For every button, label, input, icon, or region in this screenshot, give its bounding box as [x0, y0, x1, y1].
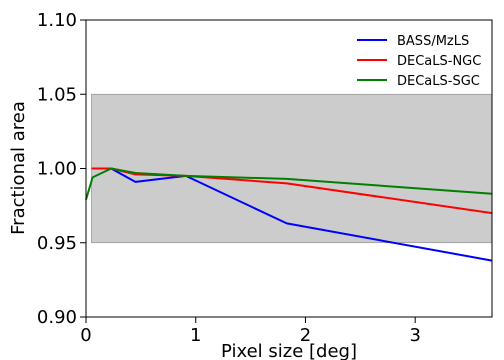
x-tick-label: 3: [409, 325, 420, 346]
x-tick-label: 0: [80, 325, 91, 346]
tick-layer: 0 1 2 3 0.90 0.95 1.00 1.05 1.10: [37, 10, 421, 346]
x-tick-label: 1: [190, 325, 201, 346]
y-tick-label: 1.05: [37, 84, 77, 105]
shaded-band: [91, 93, 493, 244]
x-axis-label: Pixel size [deg]: [221, 341, 357, 360]
series-line-decals-sgc: [85, 167, 493, 200]
legend-label: BASS/MzLS: [397, 34, 469, 49]
y-axis-label: Fractional area: [8, 101, 29, 235]
band-layer: [91, 93, 493, 244]
legend-label: DECaLS-NGC: [397, 54, 481, 69]
legend-label: DECaLS-SGC: [397, 74, 480, 89]
y-tick-label: 0.95: [37, 233, 77, 254]
y-tick-label: 0.90: [37, 307, 77, 328]
y-tick-label: 1.10: [37, 10, 77, 31]
legend: BASS/MzLS DECaLS-NGC DECaLS-SGC: [357, 34, 481, 89]
series-layer: [85, 167, 493, 262]
x-tick-label: 2: [300, 325, 311, 346]
y-tick-label: 1.00: [37, 159, 77, 180]
